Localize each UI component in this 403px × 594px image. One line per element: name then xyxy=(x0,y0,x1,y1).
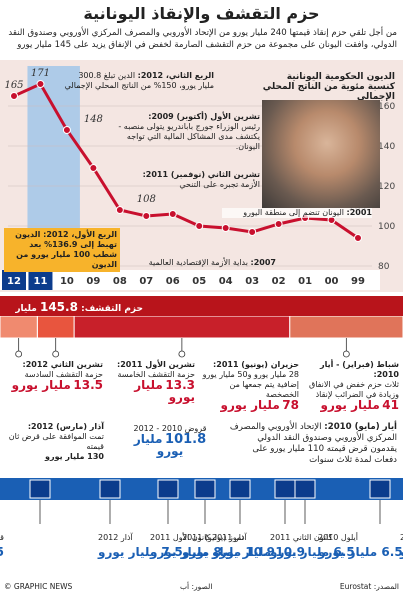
segment-marker xyxy=(15,350,23,358)
tranche-block xyxy=(29,479,51,499)
segment-marker xyxy=(178,350,186,358)
tranche-label: كانون الثاني 2011 xyxy=(270,533,333,542)
austerity-segment xyxy=(36,316,75,339)
footer-credit: © GRAPHIC NEWS xyxy=(4,582,73,591)
page-title: حزم التقشف والإنقاذ اليونانية xyxy=(83,4,320,23)
pkg-1-note: شباط (فبراير) - أيار 2010: ثلاث حزم خفض ف… xyxy=(308,360,399,412)
pkg-2-note: حزيران (يونيو) 2011: 28 مليار يورو و50 مل… xyxy=(202,360,299,412)
tranche-amount: 31.5 مليار يورو xyxy=(0,545,4,560)
tranche-block xyxy=(369,479,391,499)
tranche-block xyxy=(157,479,179,499)
pkg-3-note: تشرين الأول 2011: حزمة التقشف الخامسة 13.… xyxy=(117,360,195,404)
tranche-label: أيار 2010 xyxy=(400,532,403,542)
note-2001-euro: 2001: اليونان تنضم إلى منطقة اليورو xyxy=(222,208,372,218)
segment-marker xyxy=(52,350,60,358)
tranche-label: آذار 2012 xyxy=(98,532,134,542)
y-tick-label: 100 xyxy=(378,222,395,232)
tranche-amount: 10.9 مليار يورو xyxy=(181,545,275,560)
data-label: 171 xyxy=(31,68,50,79)
data-point xyxy=(248,228,257,236)
data-point xyxy=(274,220,283,228)
tranche-block xyxy=(294,479,316,499)
note-oct-2009: تشرين الأول (أكتوبر) 2009: رئيس الوزراء ج… xyxy=(118,112,260,151)
x-tick-label: 07 xyxy=(139,276,153,287)
note-nov-2011: تشرين الثاني (نوفمبر) 2011: الأزمة تجبره … xyxy=(142,170,260,189)
x-tick-label: 05 xyxy=(192,276,206,287)
pkg-4-note: تشرين الثاني 2012: حزمة التقشف السادسة 13… xyxy=(11,360,103,392)
bailout-2-note: آذار (مارس) 2012: تمت الموافقة على قرض ثا… xyxy=(8,422,104,461)
footer-photos: الصور: أب xyxy=(180,582,213,591)
bailout-1-note: أيار (مايو) 2010: الإتحاد الأوروبي والمص… xyxy=(229,422,397,465)
x-tick-label: 02 xyxy=(272,276,286,287)
austerity-label: حزم التقشف: xyxy=(81,304,143,314)
data-point xyxy=(10,92,18,100)
austerity-segment xyxy=(289,316,403,339)
y-tick-label: 160 xyxy=(378,102,395,112)
data-label: 108 xyxy=(137,194,156,205)
y-tick-label: 140 xyxy=(378,142,395,152)
tranche-label: آذار 2011 xyxy=(212,532,248,542)
tranche-label: قرض يسلم في تشرين الثاني 2012 xyxy=(0,533,4,542)
austerity-segment xyxy=(0,316,38,339)
tranche-amount: 8 مليار يورو xyxy=(149,545,222,560)
x-tick-label: 00 xyxy=(325,276,339,287)
data-point xyxy=(115,206,124,214)
note-q2-2012: الربع الثاني، 2012: الدين تبلغ 300.8 ملي… xyxy=(64,71,214,90)
data-point xyxy=(89,164,98,172)
x-tick-label: 99 xyxy=(351,276,365,287)
tranche-block xyxy=(229,479,251,499)
data-point xyxy=(354,234,362,242)
austerity-segment xyxy=(73,316,291,339)
x-tick-label: 04 xyxy=(219,276,233,287)
note-q1-2012: الربع الأول، 2012: الديون تهبط إلى 136.9… xyxy=(4,228,120,272)
tranche-label: تموز (يوليو) 2011 xyxy=(182,533,244,542)
footer: © GRAPHIC NEWS الصور: أب المصدر: Eurosta… xyxy=(0,580,403,594)
x-tick-label: 11 xyxy=(34,276,48,287)
y-tick-label: 80 xyxy=(378,262,390,272)
debt-line xyxy=(13,82,359,240)
data-point xyxy=(168,210,177,218)
data-point xyxy=(62,126,71,134)
intro-text: من أجل تلقي حزم إنقاذ قيمتها 240 مليار ي… xyxy=(8,28,397,50)
tranche-amount: 20 مليار يورو xyxy=(399,545,403,560)
austerity-total: 145.8 xyxy=(39,300,78,314)
x-tick-label: 10 xyxy=(60,276,74,287)
footer-source: المصدر: Eurostat xyxy=(339,582,399,591)
data-point xyxy=(195,222,204,230)
segment-marker xyxy=(342,350,350,358)
data-point xyxy=(36,80,45,88)
tranche-amount: 6.5 مليار يورو xyxy=(269,545,355,560)
data-label: 148 xyxy=(84,114,103,125)
x-tick-bg xyxy=(2,270,26,290)
bailout-range-note: قروض 2010 - 2012 101.8 مليار يورو xyxy=(133,424,207,458)
note-2007-crisis: 2007: بداية الأزمة الإقتصادية العالمية xyxy=(148,258,276,267)
tranche-amount: 7.5 مليار يورو xyxy=(97,545,183,560)
x-tick-label: 03 xyxy=(245,276,259,287)
tranche-label: أيلول 2010 xyxy=(318,532,358,542)
data-point xyxy=(221,224,230,232)
tranche-block xyxy=(194,479,216,499)
austerity-total-bar: حزم التقشف: 145.8 مليار يورو xyxy=(0,296,403,324)
x-tick-label: 12 xyxy=(7,276,21,287)
x-tick-label: 09 xyxy=(86,276,100,287)
tranche-label: كانون الأول 2011 xyxy=(150,532,211,542)
tranche-amount: 10.9 مليار يورو xyxy=(211,545,305,560)
tranche-block xyxy=(99,479,121,499)
chart-title: الديون الحكومية اليونانية كنسبة مئوية من… xyxy=(262,72,395,102)
tranche-amount: 6.5 مليار يورو xyxy=(317,545,403,560)
x-axis-band xyxy=(0,270,380,290)
data-label: 165 xyxy=(4,80,23,91)
x-tick-label: 08 xyxy=(113,276,127,287)
tranche-block xyxy=(274,479,296,499)
x-tick-label: 01 xyxy=(298,276,312,287)
austerity-segments xyxy=(0,316,403,358)
bailout-chart: أيار 2010 20 مليار يورو أيلول 2010 6.5 مليا… xyxy=(0,478,403,560)
x-tick-bg xyxy=(28,270,53,290)
data-point xyxy=(142,212,151,220)
x-tick-label: 06 xyxy=(166,276,180,287)
y-tick-label: 120 xyxy=(378,182,395,192)
politician-photo xyxy=(262,100,380,208)
